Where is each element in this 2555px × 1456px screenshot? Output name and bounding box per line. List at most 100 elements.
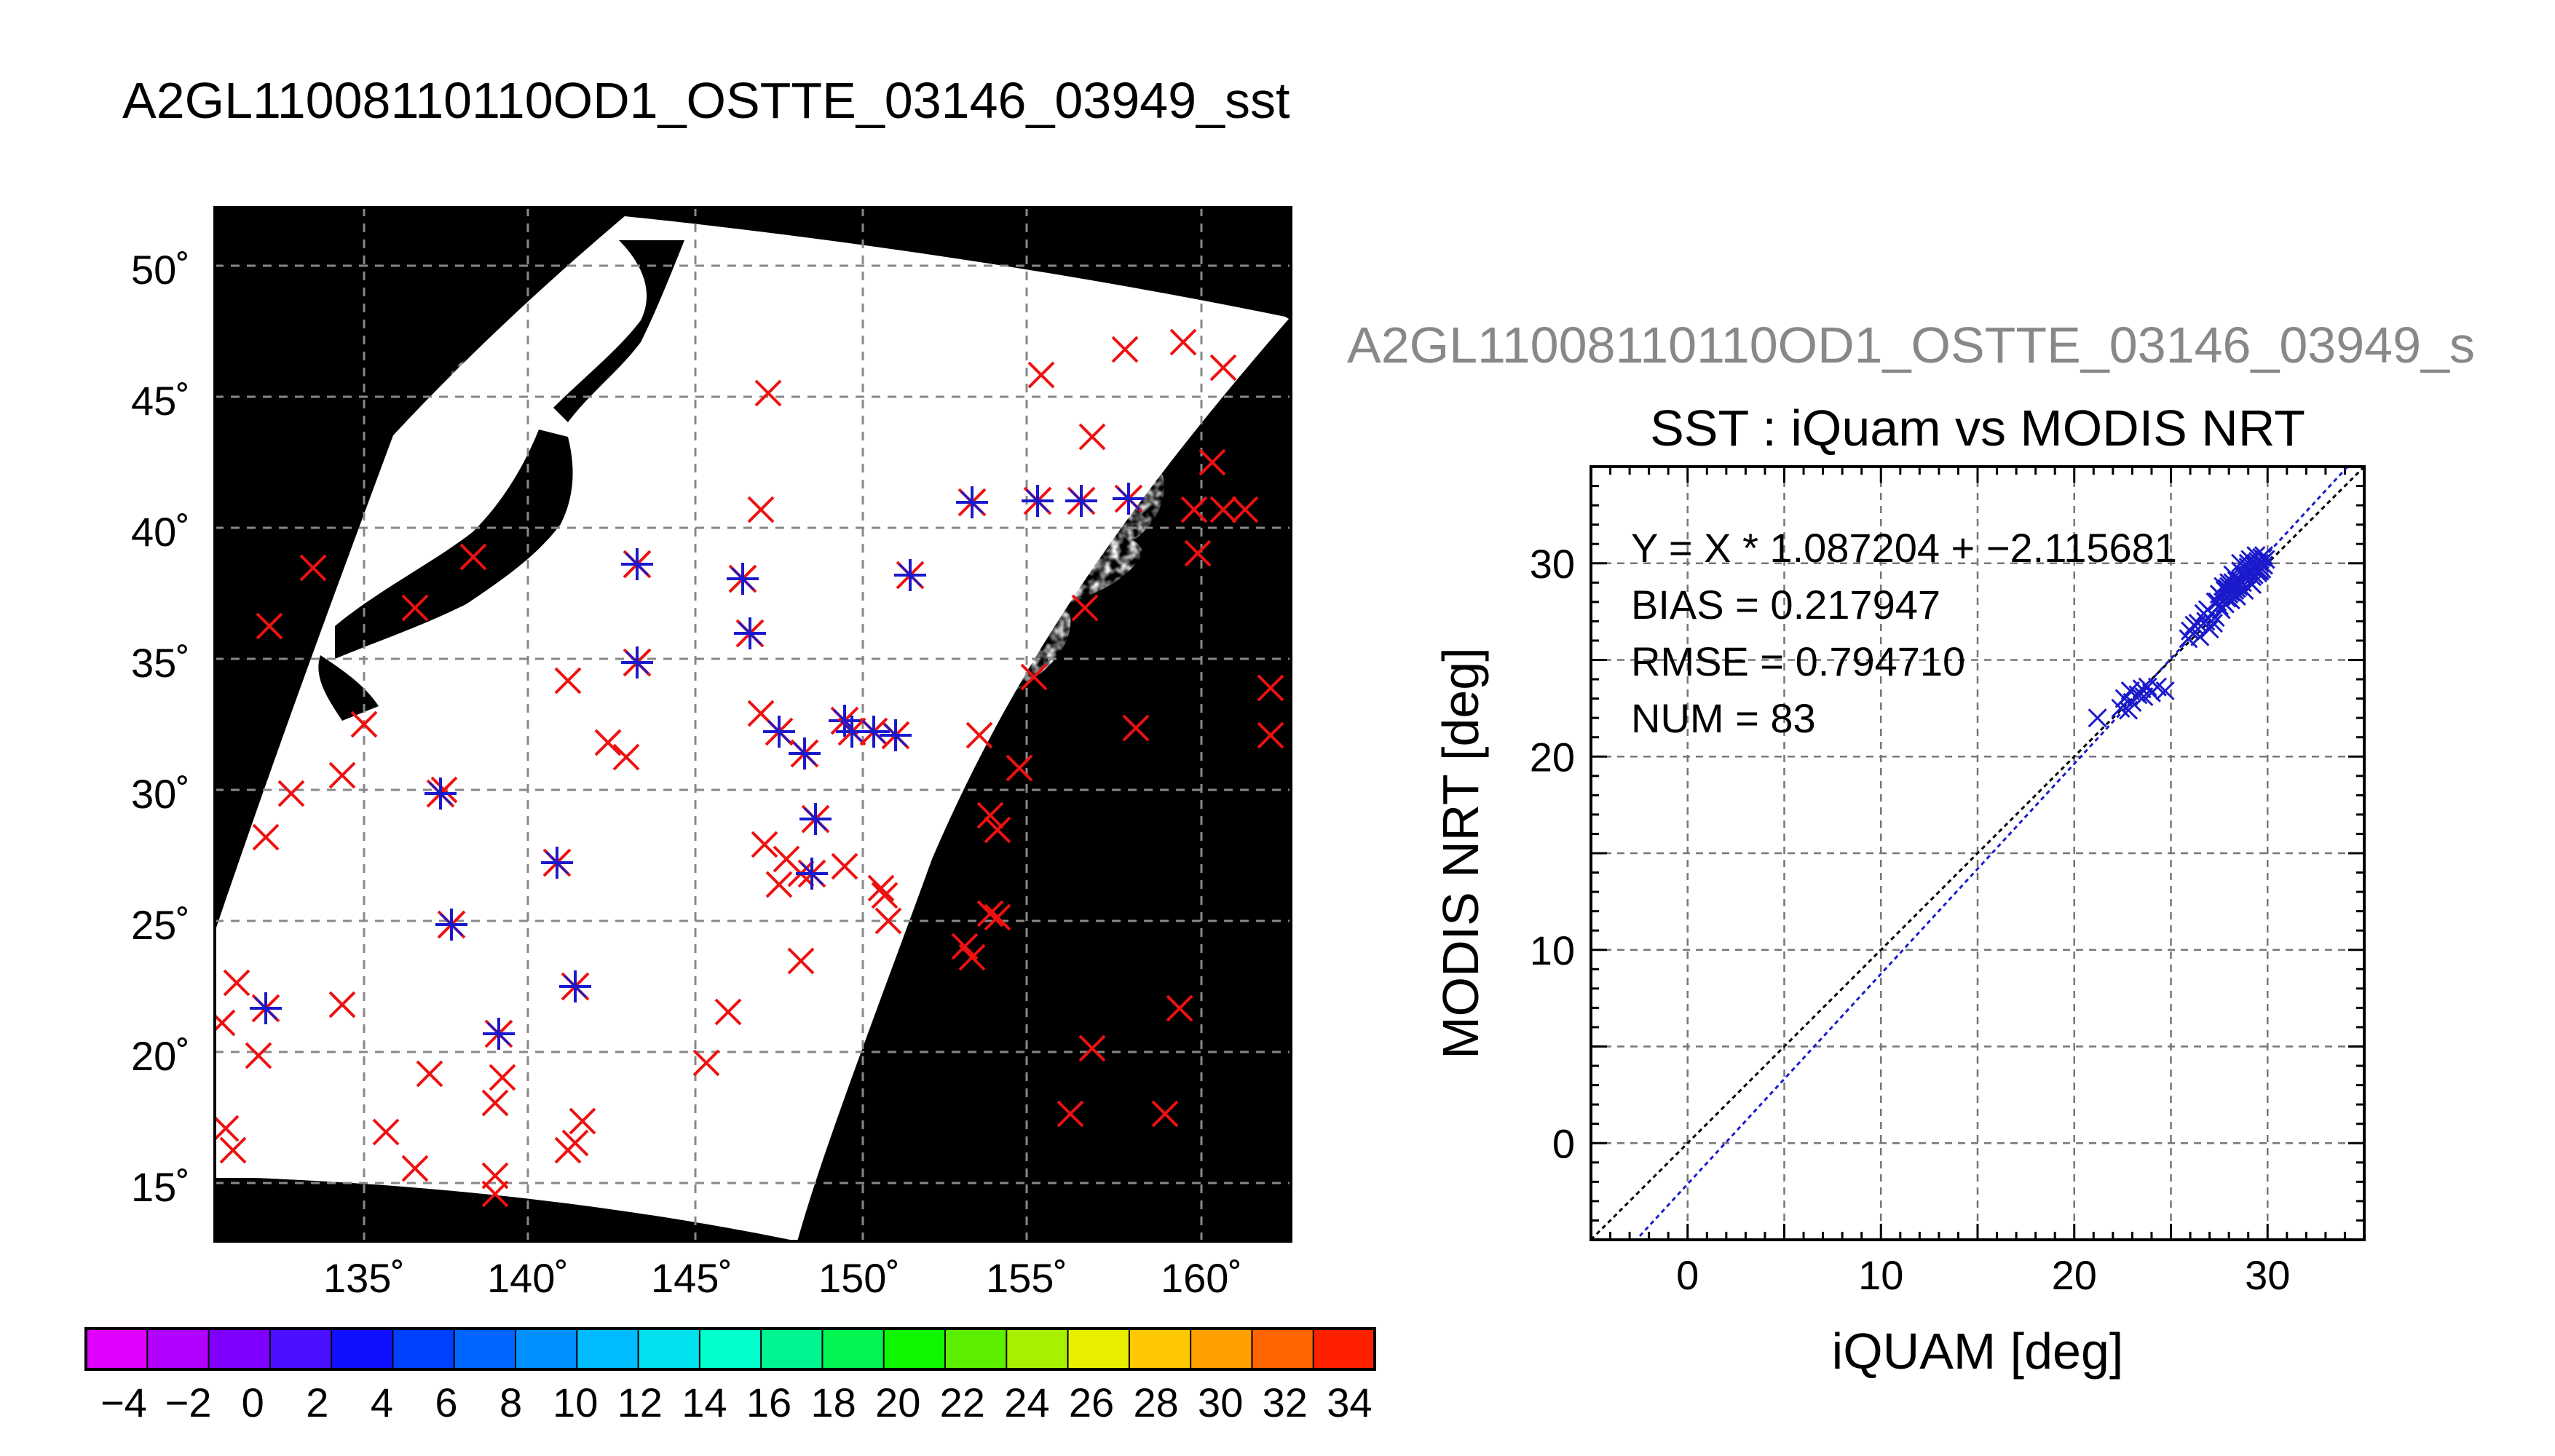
buoy-marker bbox=[569, 1107, 596, 1135]
x-tick-label: 30 bbox=[2245, 1252, 2290, 1298]
buoy-marker bbox=[1020, 663, 1048, 691]
scatter-point bbox=[2214, 577, 2233, 596]
lat-label: 45˚ bbox=[131, 378, 190, 424]
scatter-point bbox=[2256, 550, 2275, 569]
match-marker bbox=[483, 1018, 515, 1050]
scatter-point bbox=[2134, 687, 2154, 707]
lon-label: 145˚ bbox=[651, 1255, 732, 1301]
scatter-point bbox=[2225, 574, 2245, 595]
colorbar-segment bbox=[822, 1329, 885, 1369]
scatter-title: SST : iQuam vs MODIS NRT bbox=[1650, 400, 2305, 456]
scatter-xticks: 0 10 20 30 bbox=[1676, 1252, 2290, 1298]
colorbar-segment bbox=[945, 1329, 1007, 1369]
buoy-marker bbox=[299, 554, 327, 582]
scatter-point bbox=[2219, 585, 2239, 604]
buoy-marker bbox=[1209, 354, 1237, 381]
scatter-point bbox=[2250, 553, 2270, 573]
colorbar-label: 4 bbox=[371, 1380, 393, 1425]
scatter-point bbox=[2111, 698, 2131, 718]
buoy-marker bbox=[481, 1180, 509, 1208]
buoy-marker bbox=[1071, 594, 1099, 622]
buoy-marker bbox=[1166, 994, 1193, 1022]
stat-rmse: RMSE = 0.794710 bbox=[1631, 638, 1965, 684]
buoy-marker bbox=[1151, 1100, 1179, 1128]
x-axis-label: iQUAM [deg] bbox=[1832, 1323, 2124, 1380]
lat-label: 35˚ bbox=[131, 640, 190, 686]
stat-regression: Y = X * 1.087204 + −2.115681 bbox=[1631, 525, 2177, 571]
buoy-marker bbox=[554, 1136, 582, 1164]
colorbar-segment bbox=[761, 1329, 823, 1369]
buoy-marker bbox=[401, 1155, 429, 1182]
scatter-stats: Y = X * 1.087204 + −2.115681 BIAS = 0.21… bbox=[1631, 525, 2177, 741]
buoy-marker bbox=[984, 903, 1011, 931]
scatter-frame bbox=[1590, 465, 2366, 1241]
colorbar-label: 28 bbox=[1133, 1380, 1178, 1425]
buoy-marker bbox=[1057, 1100, 1084, 1128]
buoy-marker bbox=[765, 871, 793, 898]
buoy-marker bbox=[223, 969, 250, 997]
buoy-marker bbox=[976, 802, 1004, 829]
colorbar-label: 6 bbox=[435, 1380, 457, 1425]
y-tick-label: 0 bbox=[1552, 1120, 1575, 1166]
scatter-point bbox=[2252, 559, 2272, 579]
buoy-marker bbox=[372, 1118, 400, 1146]
scatter-header: A2GL11008110110OD1_OSTTE_03146_03949_s bbox=[1347, 317, 2475, 373]
buoy-marker bbox=[714, 998, 742, 1026]
colorbar-segment bbox=[269, 1329, 332, 1369]
lon-label: 150˚ bbox=[818, 1255, 900, 1301]
buoy-marker bbox=[1257, 721, 1284, 749]
scatter-point bbox=[2200, 619, 2219, 639]
match-marker bbox=[435, 909, 467, 941]
colorbar bbox=[86, 1329, 1375, 1369]
lat-label: 15˚ bbox=[131, 1164, 190, 1210]
match-marker bbox=[250, 992, 282, 1024]
colorbar-label: −4 bbox=[100, 1380, 147, 1425]
colorbar-label: 16 bbox=[746, 1380, 791, 1425]
buoy-marker bbox=[350, 711, 378, 738]
lat-axis: 50˚ 45˚ 40˚ 35˚ 30˚ 25˚ 20˚ 15˚ bbox=[131, 247, 190, 1210]
buoy-marker bbox=[1209, 496, 1237, 523]
match-marker bbox=[858, 716, 890, 748]
x-tick-label: 10 bbox=[1858, 1252, 1903, 1298]
stat-num: NUM = 83 bbox=[1631, 695, 1816, 741]
colorbar-label: 18 bbox=[810, 1380, 856, 1425]
buoy-marker bbox=[1180, 496, 1208, 523]
scatter-lines bbox=[1591, 467, 2364, 1240]
colorbar-label: 32 bbox=[1263, 1380, 1308, 1425]
colorbar-segment bbox=[1006, 1329, 1069, 1369]
match-marker bbox=[894, 559, 926, 591]
scatter-point bbox=[2132, 679, 2152, 699]
colorbar-segment bbox=[1190, 1329, 1252, 1369]
colorbar-segment bbox=[883, 1329, 946, 1369]
hokkaido bbox=[553, 240, 684, 422]
buoy-marker bbox=[416, 1060, 443, 1088]
scatter-point bbox=[2235, 580, 2254, 600]
regression-line bbox=[1635, 467, 2350, 1240]
buoy-marker bbox=[787, 947, 815, 975]
sst-map bbox=[215, 207, 1291, 1241]
buoy-marker bbox=[489, 1064, 516, 1091]
scatter-point bbox=[2197, 600, 2218, 620]
y-tick-label: 10 bbox=[1530, 927, 1575, 973]
colorbar-label: 14 bbox=[682, 1380, 727, 1425]
lat-label: 50˚ bbox=[131, 247, 190, 293]
colorbar-segment bbox=[1067, 1329, 1130, 1369]
colorbar-frame bbox=[84, 1327, 1376, 1371]
colorbar-label: 34 bbox=[1327, 1380, 1372, 1425]
colorbar-segment bbox=[208, 1329, 271, 1369]
buoy-marker bbox=[245, 1042, 272, 1069]
colorbar-segment bbox=[1252, 1329, 1314, 1369]
buoy-marker bbox=[751, 831, 778, 858]
buoy-marker bbox=[215, 1115, 240, 1142]
colorbar-segment bbox=[331, 1329, 393, 1369]
x-tick-label: 20 bbox=[2052, 1252, 2097, 1298]
buoy-marker bbox=[1184, 539, 1212, 567]
buoy-marker bbox=[252, 823, 280, 851]
scatter-point bbox=[2188, 613, 2208, 633]
colorbar-segment bbox=[1129, 1329, 1191, 1369]
match-marker bbox=[727, 563, 759, 595]
scatter-point bbox=[2232, 563, 2252, 583]
buoy-marker bbox=[256, 612, 283, 640]
stat-bias: BIAS = 0.217947 bbox=[1631, 582, 1940, 628]
